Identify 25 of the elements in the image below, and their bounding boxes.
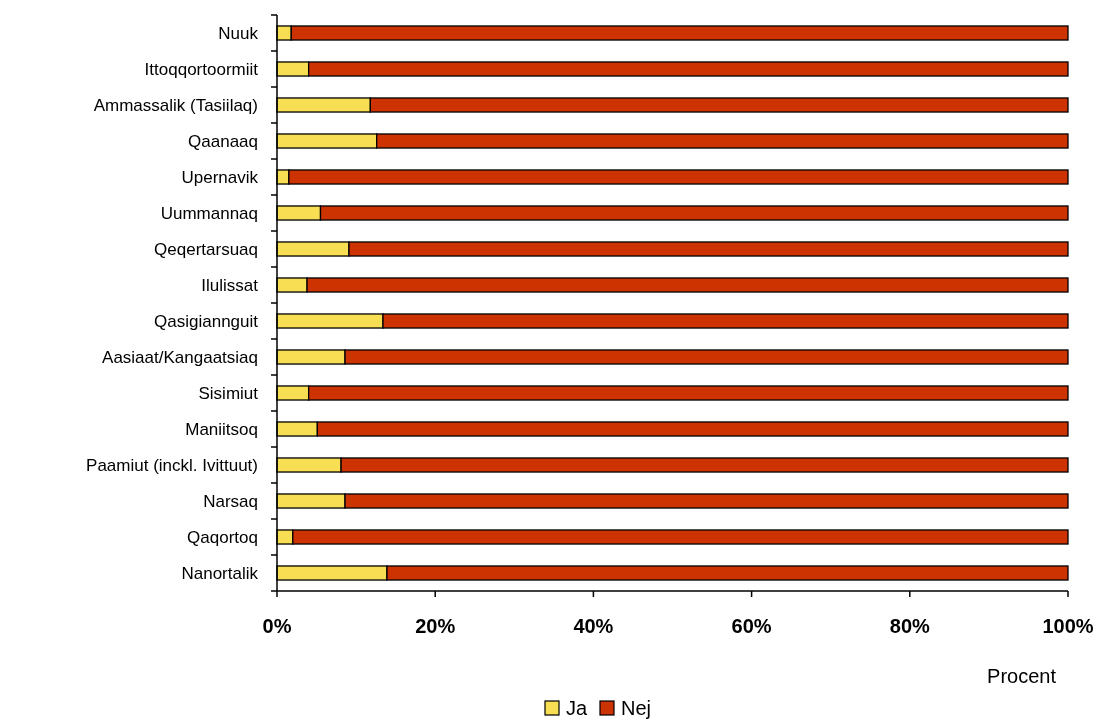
x-axis-title: Procent xyxy=(987,665,1057,687)
y-tick-label: Paamiut (inckl. Ivittuut) xyxy=(86,455,258,475)
legend-label: Nej xyxy=(621,697,652,719)
y-tick-label: Maniitsoq xyxy=(185,419,258,439)
y-tick-label: Qeqertarsuaq xyxy=(154,239,258,259)
x-tick-label: 80% xyxy=(889,615,931,637)
y-tick-label: Aasiaat/Kangaatsiaq xyxy=(102,347,258,367)
y-tick-label: Narsaq xyxy=(203,491,258,511)
x-tick-label: 60% xyxy=(731,615,772,637)
y-tick-label: Nuuk xyxy=(218,23,259,43)
y-tick-label: Uummannaq xyxy=(160,203,258,223)
x-tick-label: 0% xyxy=(262,615,292,637)
y-tick-label: Upernavik xyxy=(181,167,259,187)
y-tick-label: Sisimiut xyxy=(198,383,259,403)
y-tick-label: Ammassalik (Tasiilaq) xyxy=(93,95,258,115)
y-tick-label: Qasigiannguit xyxy=(154,311,259,331)
legend-label: Ja xyxy=(566,697,588,719)
y-tick-label: Qaqortoq xyxy=(187,527,258,547)
x-tick-label: 40% xyxy=(573,615,614,637)
x-tick-label: 100% xyxy=(1042,615,1094,637)
y-tick-label: Qaanaaq xyxy=(188,131,258,151)
x-tick-label: 20% xyxy=(415,615,456,637)
y-tick-label: Ittoqqortoormiit xyxy=(144,59,259,79)
y-tick-label: Nanortalik xyxy=(181,563,259,583)
y-tick-label: Ilulissat xyxy=(201,275,259,295)
